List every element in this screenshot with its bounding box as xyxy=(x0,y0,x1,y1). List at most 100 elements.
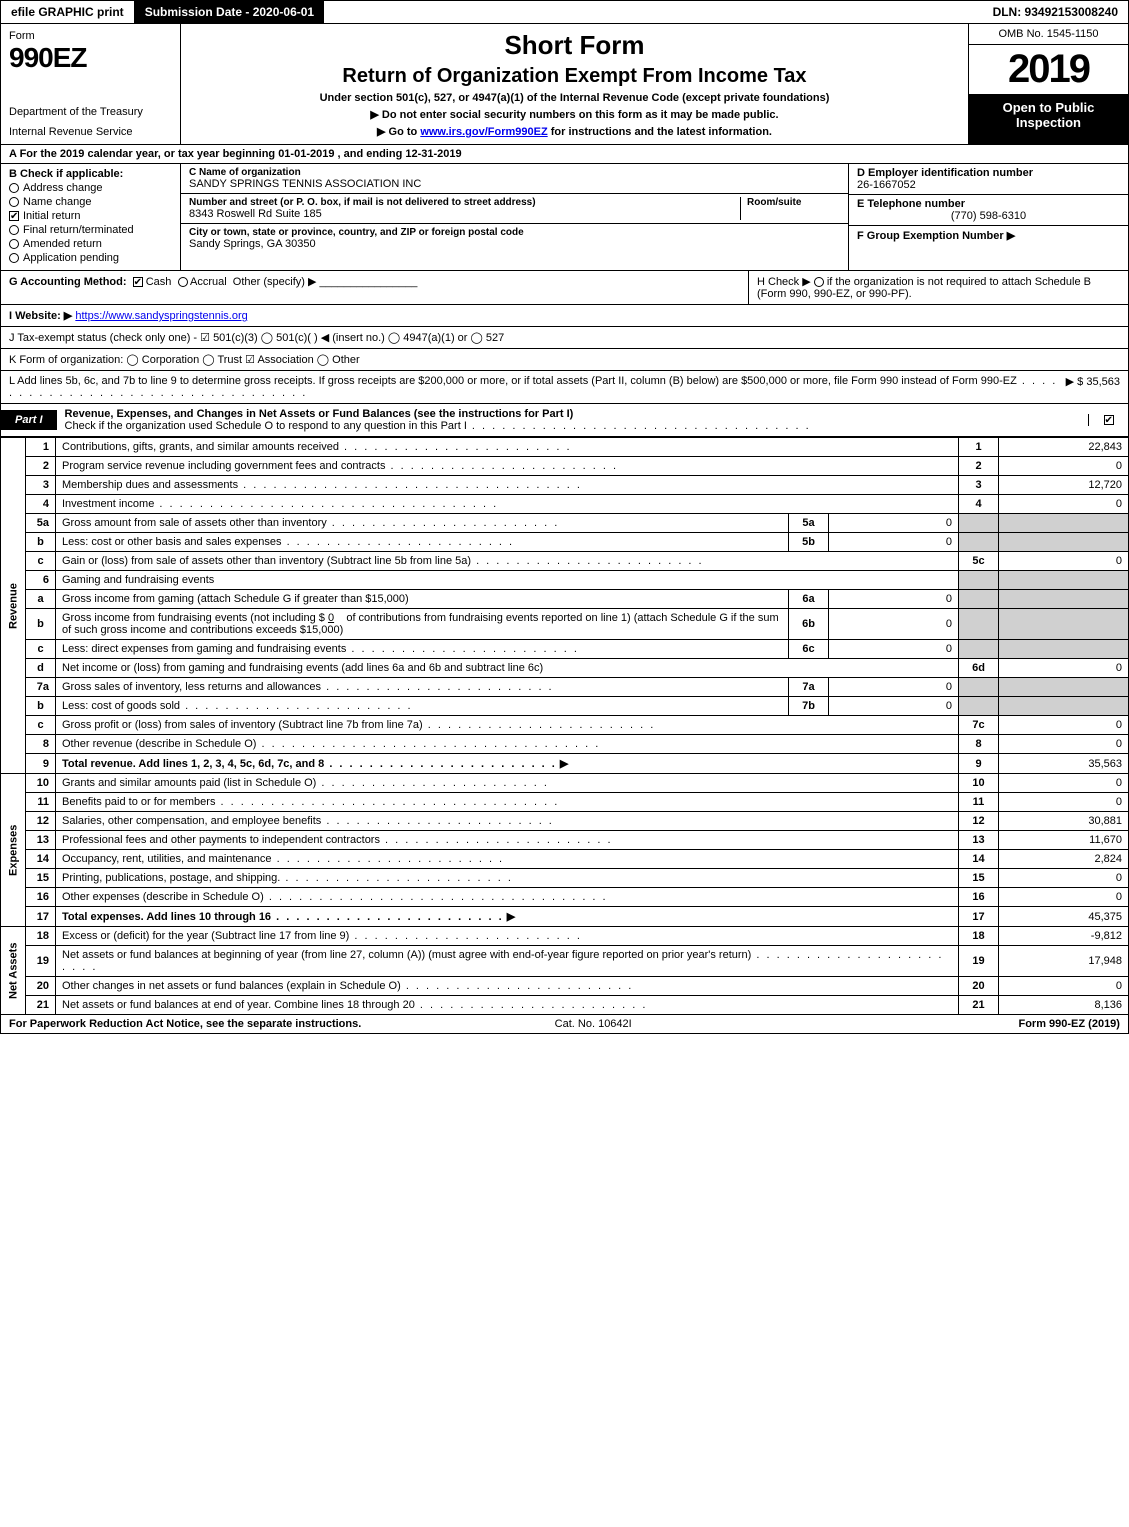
chk-accrual[interactable] xyxy=(178,277,188,287)
l6-num: 6 xyxy=(26,571,56,590)
l6c-ibox: 6c xyxy=(789,640,829,659)
box-c: C Name of organization SANDY SPRINGS TEN… xyxy=(181,164,848,270)
website-link[interactable]: https://www.sandyspringstennis.org xyxy=(75,310,247,322)
goto-line: ▶ Go to www.irs.gov/Form990EZ for instru… xyxy=(191,125,958,138)
l7c-box: 7c xyxy=(959,716,999,735)
box-b: B Check if applicable: Address change Na… xyxy=(1,164,181,270)
lbl-final-return: Final return/terminated xyxy=(23,224,134,236)
chk-schedule-b[interactable] xyxy=(814,277,824,287)
form-label: Form xyxy=(9,30,172,42)
l12-box: 12 xyxy=(959,812,999,831)
l17-desc-text: Total expenses. Add lines 10 through 16 xyxy=(62,911,504,923)
l19-amt: 17,948 xyxy=(999,946,1129,977)
l8-amt: 0 xyxy=(999,735,1129,754)
l15-box: 15 xyxy=(959,869,999,888)
l5c-num: c xyxy=(26,552,56,571)
row-a-period: A For the 2019 calendar year, or tax yea… xyxy=(0,145,1129,164)
chk-amended-return[interactable] xyxy=(9,239,19,249)
l7b-iamt: 0 xyxy=(829,697,959,716)
goto-pre: ▶ Go to xyxy=(377,126,420,138)
chk-final-return[interactable] xyxy=(9,225,19,235)
chk-cash[interactable] xyxy=(133,277,143,287)
l7a-iamt: 0 xyxy=(829,678,959,697)
l6-desc: Gaming and fundraising events xyxy=(56,571,959,590)
l13-amt: 11,670 xyxy=(999,831,1129,850)
warn-line: ▶ Do not enter social security numbers o… xyxy=(191,108,958,121)
inspect-line1: Open to Public xyxy=(1003,100,1095,115)
l6d-num: d xyxy=(26,659,56,678)
l6a-desc: Gross income from gaming (attach Schedul… xyxy=(56,590,789,609)
goto-link[interactable]: www.irs.gov/Form990EZ xyxy=(420,126,547,138)
chk-initial-return[interactable] xyxy=(9,211,19,221)
header-right: OMB No. 1545-1150 2019 Open to Public In… xyxy=(968,24,1128,144)
l6d-box: 6d xyxy=(959,659,999,678)
l19-desc: Net assets or fund balances at beginning… xyxy=(56,946,959,977)
l5a-ibox: 5a xyxy=(789,514,829,533)
l7b-ibox: 7b xyxy=(789,697,829,716)
header-left: Form 990EZ Department of the Treasury In… xyxy=(1,24,181,144)
l5b-shade2 xyxy=(999,533,1129,552)
row-l: L Add lines 5b, 6c, and 7b to line 9 to … xyxy=(0,371,1129,404)
l6c-num: c xyxy=(26,640,56,659)
top-bar: efile GRAPHIC print Submission Date - 20… xyxy=(0,0,1129,24)
l2-amt: 0 xyxy=(999,457,1129,476)
l5a-desc: Gross amount from sale of assets other t… xyxy=(56,514,789,533)
part1-check-line: Check if the organization used Schedule … xyxy=(65,420,811,432)
group-exempt-label: F Group Exemption Number ▶ xyxy=(857,230,1015,242)
l9-desc: Total revenue. Add lines 1, 2, 3, 4, 5c,… xyxy=(56,754,959,774)
l13-box: 13 xyxy=(959,831,999,850)
row-gh: G Accounting Method: Cash Accrual Other … xyxy=(0,271,1129,305)
l14-box: 14 xyxy=(959,850,999,869)
l15-desc: Printing, publications, postage, and shi… xyxy=(56,869,959,888)
accounting-method-label: G Accounting Method: xyxy=(9,276,127,288)
chk-application-pending[interactable] xyxy=(9,253,19,263)
l16-desc: Other expenses (describe in Schedule O) xyxy=(56,888,959,907)
tax-year: 2019 xyxy=(969,45,1128,94)
phone-label: E Telephone number xyxy=(857,198,1120,210)
info-block: B Check if applicable: Address change Na… xyxy=(0,164,1129,271)
l1-desc: Contributions, gifts, grants, and simila… xyxy=(56,438,959,457)
l6a-ibox: 6a xyxy=(789,590,829,609)
chk-address-change[interactable] xyxy=(9,183,19,193)
addr-label: Number and street (or P. O. box, if mail… xyxy=(189,197,740,208)
l20-num: 20 xyxy=(26,977,56,996)
l6-shade2 xyxy=(999,571,1129,590)
l6c-shade xyxy=(959,640,999,659)
org-name-label: C Name of organization xyxy=(189,167,840,178)
l5b-num: b xyxy=(26,533,56,552)
l6d-desc: Net income or (loss) from gaming and fun… xyxy=(56,659,959,678)
row-h: H Check ▶ if the organization is not req… xyxy=(748,271,1128,304)
l13-num: 13 xyxy=(26,831,56,850)
l7c-num: c xyxy=(26,716,56,735)
row-l-amt: ▶ $ 35,563 xyxy=(1066,375,1120,399)
row-k: K Form of organization: ◯ Corporation ◯ … xyxy=(0,349,1129,371)
l6c-desc: Less: direct expenses from gaming and fu… xyxy=(56,640,789,659)
l10-desc: Grants and similar amounts paid (list in… xyxy=(56,774,959,793)
open-to-public: Open to Public Inspection xyxy=(969,94,1128,144)
l2-num: 2 xyxy=(26,457,56,476)
l21-num: 21 xyxy=(26,996,56,1015)
title-return: Return of Organization Exempt From Incom… xyxy=(191,65,958,88)
efile-print-button[interactable]: efile GRAPHIC print xyxy=(1,1,135,23)
row-g: G Accounting Method: Cash Accrual Other … xyxy=(1,271,748,304)
l20-box: 20 xyxy=(959,977,999,996)
l14-amt: 2,824 xyxy=(999,850,1129,869)
l19-box: 19 xyxy=(959,946,999,977)
chk-part1-schedO[interactable] xyxy=(1104,415,1114,425)
l21-amt: 8,136 xyxy=(999,996,1129,1015)
row-j: J Tax-exempt status (check only one) - ☑… xyxy=(0,327,1129,349)
row-l-text: L Add lines 5b, 6c, and 7b to line 9 to … xyxy=(9,375,1066,399)
city-label: City or town, state or province, country… xyxy=(189,227,840,238)
submission-date-button[interactable]: Submission Date - 2020-06-01 xyxy=(135,1,324,23)
ein: 26-1667052 xyxy=(857,179,1120,191)
l2-box: 2 xyxy=(959,457,999,476)
l1-num: 1 xyxy=(26,438,56,457)
l7c-amt: 0 xyxy=(999,716,1129,735)
lbl-initial-return: Initial return xyxy=(23,210,80,222)
lbl-other: Other (specify) ▶ xyxy=(233,276,317,288)
chk-name-change[interactable] xyxy=(9,197,19,207)
omb-number: OMB No. 1545-1150 xyxy=(969,24,1128,45)
l14-num: 14 xyxy=(26,850,56,869)
lbl-cash: Cash xyxy=(146,276,172,288)
subtitle: Under section 501(c), 527, or 4947(a)(1)… xyxy=(191,92,958,104)
